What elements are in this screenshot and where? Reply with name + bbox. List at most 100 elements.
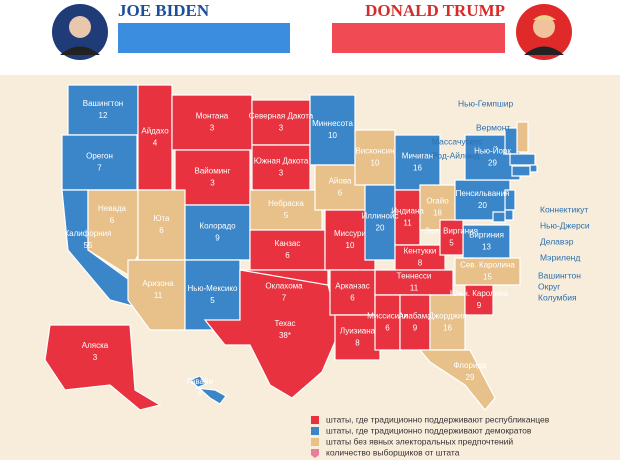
state [511, 165, 531, 177]
state-votes: 3 [279, 124, 284, 133]
dc-label: Округ [538, 281, 560, 291]
state-label: Мэриленд [540, 252, 580, 262]
state-name: Висконсин [355, 147, 394, 156]
legend-text: штаты, где традиционно поддерживают демо… [326, 425, 532, 435]
state [429, 294, 466, 351]
state-label: Род-Айленд [432, 150, 479, 160]
state-votes: 11 [410, 284, 419, 293]
state-name: Гавайи [187, 377, 213, 386]
legend: штаты, где традиционно поддерживают респ… [311, 414, 550, 458]
state [334, 314, 381, 361]
state-name: Луизиана [340, 327, 376, 336]
state-votes: 9 [477, 301, 482, 310]
state-name: Виргиния [469, 231, 504, 240]
state [249, 229, 326, 271]
state-votes: 3 [210, 124, 215, 133]
state-name: Пенсильвания [456, 189, 510, 198]
legend-swatch [311, 438, 319, 446]
state-name: Юта [153, 214, 170, 223]
map: Вашингтон12Орегон7Калифорния55Невада6Айд… [44, 84, 590, 411]
state-name: Северная Дакота [249, 112, 314, 121]
state-votes: 29 [466, 373, 475, 382]
state [329, 269, 376, 316]
legend-text: штаты без явных электоральных предпочтен… [326, 436, 513, 446]
state [364, 184, 396, 261]
legend-swatch [311, 416, 319, 424]
state-name: Алабама [398, 312, 432, 321]
state [516, 121, 529, 153]
state-name: Техас [274, 319, 295, 328]
state-votes: 6 [385, 324, 390, 333]
state [249, 189, 323, 231]
state-votes: 11 [154, 291, 163, 300]
state-votes: 13 [482, 243, 491, 252]
state [188, 375, 227, 405]
state [127, 259, 186, 331]
state [251, 144, 311, 191]
state-name: Огайо [426, 197, 449, 206]
biden-portrait [52, 4, 108, 60]
state-votes: 10 [371, 159, 380, 168]
state-label: Массачусетс [432, 136, 483, 146]
state-votes: 9 [215, 234, 220, 243]
state-name: Орегон [86, 152, 113, 161]
state-votes: 6 [338, 189, 343, 198]
state-name: Южн. Каролина [450, 289, 509, 298]
state [504, 209, 514, 221]
state-name: Зап. Виргиния [425, 227, 478, 236]
state-name: Джорджия [428, 312, 466, 321]
state-name: Аляска [82, 341, 109, 350]
state [399, 294, 431, 351]
state-name: Айдахо [141, 127, 169, 136]
state-votes: 20 [478, 201, 487, 210]
state-votes: 6 [285, 251, 290, 260]
right-name: DONALD TRUMP [365, 1, 505, 20]
legend-pin [311, 449, 319, 458]
state-votes: 3 [93, 353, 98, 362]
legend-text: количество выборщиков от штата [326, 447, 460, 457]
state-votes: 55 [84, 241, 93, 250]
state-name: Иллинойс [362, 212, 399, 221]
state [184, 204, 251, 261]
dc-label: Вашингтон [538, 270, 581, 280]
state [492, 211, 506, 223]
state-name: Теннесси [397, 272, 432, 281]
state-name: Арканзас [335, 282, 369, 291]
state-votes: 9 [413, 324, 418, 333]
left-bar [118, 23, 290, 53]
state [374, 294, 401, 351]
state-votes: 38* [279, 331, 291, 340]
state-name: Мичиган [402, 152, 433, 161]
state [504, 189, 516, 211]
state-votes: 4 [153, 139, 158, 148]
state-votes: 3 [279, 169, 284, 178]
state-name: Оклахома [265, 282, 303, 291]
state-votes: 8 [355, 339, 360, 348]
state-name: Небраска [268, 199, 304, 208]
state-name: Монтана [196, 112, 229, 121]
state-label: Делавэр [540, 236, 574, 246]
dc-label: Колумбия [538, 292, 577, 302]
state-name: Миссисипи [367, 312, 408, 321]
state-name: Айова [329, 177, 352, 186]
state-votes: 16 [443, 324, 452, 333]
state [67, 84, 139, 136]
state-label: Коннектикут [540, 204, 588, 214]
state-votes: 12 [99, 111, 108, 120]
state [61, 134, 138, 191]
state-votes: 10 [346, 241, 355, 250]
state-votes: 3 [210, 179, 215, 188]
state-votes: 5 [210, 296, 215, 305]
trump-portrait [516, 4, 572, 60]
state [418, 349, 496, 411]
state-name: Канзас [275, 239, 301, 248]
state-name: Миссури [334, 229, 366, 238]
state-name: Вашингтон [83, 99, 123, 108]
state-votes: 8 [418, 259, 423, 268]
state [439, 219, 464, 256]
state-name: Южная Дакота [254, 157, 309, 166]
state-name: Нью-Йорк [474, 147, 511, 156]
legend-text: штаты, где традиционно поддерживают респ… [326, 414, 550, 424]
state [137, 189, 186, 261]
